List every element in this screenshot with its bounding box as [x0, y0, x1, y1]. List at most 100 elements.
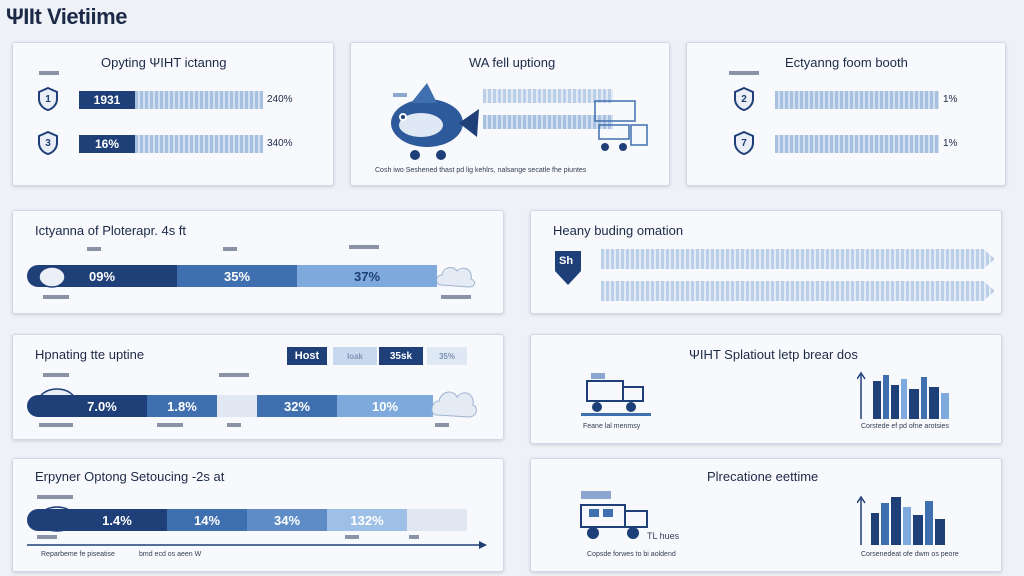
axis-label: bmd ecd os aeen W [139, 551, 202, 558]
tiny-label [435, 423, 449, 427]
card-title: Heany buding omation [553, 223, 684, 238]
segment-value: 32% [283, 398, 311, 414]
tiny-label [441, 295, 471, 299]
truck-icon [580, 491, 648, 539]
tiny-label [729, 71, 759, 75]
segment-light: 10% [337, 395, 433, 417]
tiny-label [37, 535, 57, 539]
segment-value: 14% [193, 512, 221, 528]
badge-number: 3 [45, 137, 51, 149]
page-title: ΨIIt Vietiime [6, 4, 127, 29]
bar-track [135, 91, 263, 109]
card-heany: Heany buding omation Sh [530, 210, 1002, 314]
segment-value: 1.4% [102, 512, 132, 528]
city-skyline-icon [857, 495, 945, 545]
card-title: ΨIHT Splatiout letp brear dos [689, 347, 858, 362]
segment-value: 10% [371, 398, 399, 414]
tiny-label [157, 423, 183, 427]
axis-arrow [27, 541, 487, 549]
segment-mid: 35% [177, 265, 297, 287]
segment-mid: 32% [257, 395, 337, 417]
card-opyting: Opyting ΨIHT ictanng 1 1931 240% 3 16% 3… [12, 42, 334, 186]
badge-number: 2 [741, 93, 747, 105]
arrow-bar-bottom [601, 281, 995, 301]
bar-track [775, 135, 939, 153]
tiny-label [219, 373, 249, 377]
badge-number: 1 [45, 93, 51, 105]
bar-value: 340% [267, 138, 293, 149]
card-title: Hpnating tte uptine [35, 347, 145, 362]
badge-text: Sh [559, 255, 574, 267]
upper-stripe [483, 89, 613, 103]
card-title: Opyting ΨIHT ictanng [101, 55, 227, 70]
segment-dark: 1.4% [27, 509, 167, 531]
bar-label: 16% [79, 135, 135, 153]
segment-gap [217, 395, 257, 417]
bar-label: 1931 [79, 91, 135, 109]
vehicle-icon [581, 373, 651, 416]
tiny-label [87, 247, 101, 251]
card-ictyanna: Ictyanna of Ploterapr. 4s ft 09% 35% 37% [12, 210, 504, 314]
segment-dark: 7.0% [27, 395, 147, 417]
shield-badge: Sh [553, 249, 583, 287]
middle-stripe [483, 115, 613, 129]
card-title: Ectyanng foom booth [785, 55, 908, 70]
segment-pale: 132% [327, 509, 407, 531]
bar-value: 240% [267, 94, 293, 105]
segment-value: 35% [223, 268, 251, 284]
card-hpnating: Hpnating tte uptine Host loak 35sk 35% 7… [12, 334, 504, 440]
segment-gap [407, 509, 467, 531]
right-caption: Corstede ef pd ofne arotsies [861, 423, 949, 430]
card-title: Plrecatione eettime [707, 469, 819, 484]
shield-icon: 7 [733, 131, 755, 155]
bar-track [135, 135, 263, 153]
tiny-label [39, 423, 73, 427]
segment-light: 34% [247, 509, 327, 531]
tiny-label [349, 245, 379, 249]
segment-light: 37% [297, 265, 437, 287]
bar-value: 1% [943, 138, 958, 149]
card-title: Ictyanna of Ploterapr. 4s ft [35, 223, 187, 238]
card-erpyner: Erpyner Optong Setoucing -2s at 1.4% 14%… [12, 458, 504, 572]
card-caption: Cosh iwo Seshened thast pd lig kehlrs, n… [375, 167, 587, 174]
tiny-label [43, 373, 69, 377]
tiny-label [39, 71, 59, 75]
bar-track [775, 91, 939, 109]
cloud-icon [431, 391, 477, 418]
tiny-label [227, 423, 241, 427]
fish-illustration-icon [391, 83, 479, 160]
segment-value: 132% [350, 512, 384, 528]
card-plrecatione: Plrecatione eettime TL hues Copsde forwe… [530, 458, 1002, 572]
shield-icon: 3 [37, 131, 59, 155]
left-caption: Copsde forwes to bi aoldend [587, 551, 676, 558]
legend-item: loak [333, 347, 377, 365]
segment-value: 09% [88, 268, 116, 284]
segment-value: 34% [273, 512, 301, 528]
right-caption: Corsenedeat ofe dwm os peore [861, 551, 959, 558]
bar-value: 1% [943, 94, 958, 105]
shield-icon: 2 [733, 87, 755, 111]
legend-item: 35sk [379, 347, 423, 365]
card-splatiout: ΨIHT Splatiout letp brear dos Feane lal … [530, 334, 1002, 444]
segment-value: 37% [353, 268, 381, 284]
card-title: Erpyner Optong Setoucing -2s at [35, 469, 225, 484]
machinery-icon [594, 100, 648, 151]
legend-item: 35% [427, 347, 467, 365]
segment-value: 1.8% [167, 398, 197, 414]
city-skyline-icon [857, 371, 949, 419]
card-wa-fell: WA fell uptiong Cosh iwo Seshened thast … [350, 42, 670, 186]
badge-number: 7 [741, 137, 747, 149]
segment-mid: 1.8% [147, 395, 217, 417]
hub-icon [38, 266, 66, 288]
tiny-label [223, 247, 237, 251]
card-ectyanng: Ectyanng foom booth 2 1% 7 1% [686, 42, 1006, 186]
tiny-label [37, 495, 73, 499]
segment-mid: 14% [167, 509, 247, 531]
left-caption: Feane lal menmsy [583, 423, 641, 430]
cloud-icon [436, 267, 476, 288]
segment-value: 7.0% [87, 398, 117, 414]
card-title: WA fell uptiong [469, 55, 556, 70]
arrow-bar-top [601, 249, 995, 269]
tiny-label [409, 535, 419, 539]
legend-item: Host [287, 347, 327, 365]
